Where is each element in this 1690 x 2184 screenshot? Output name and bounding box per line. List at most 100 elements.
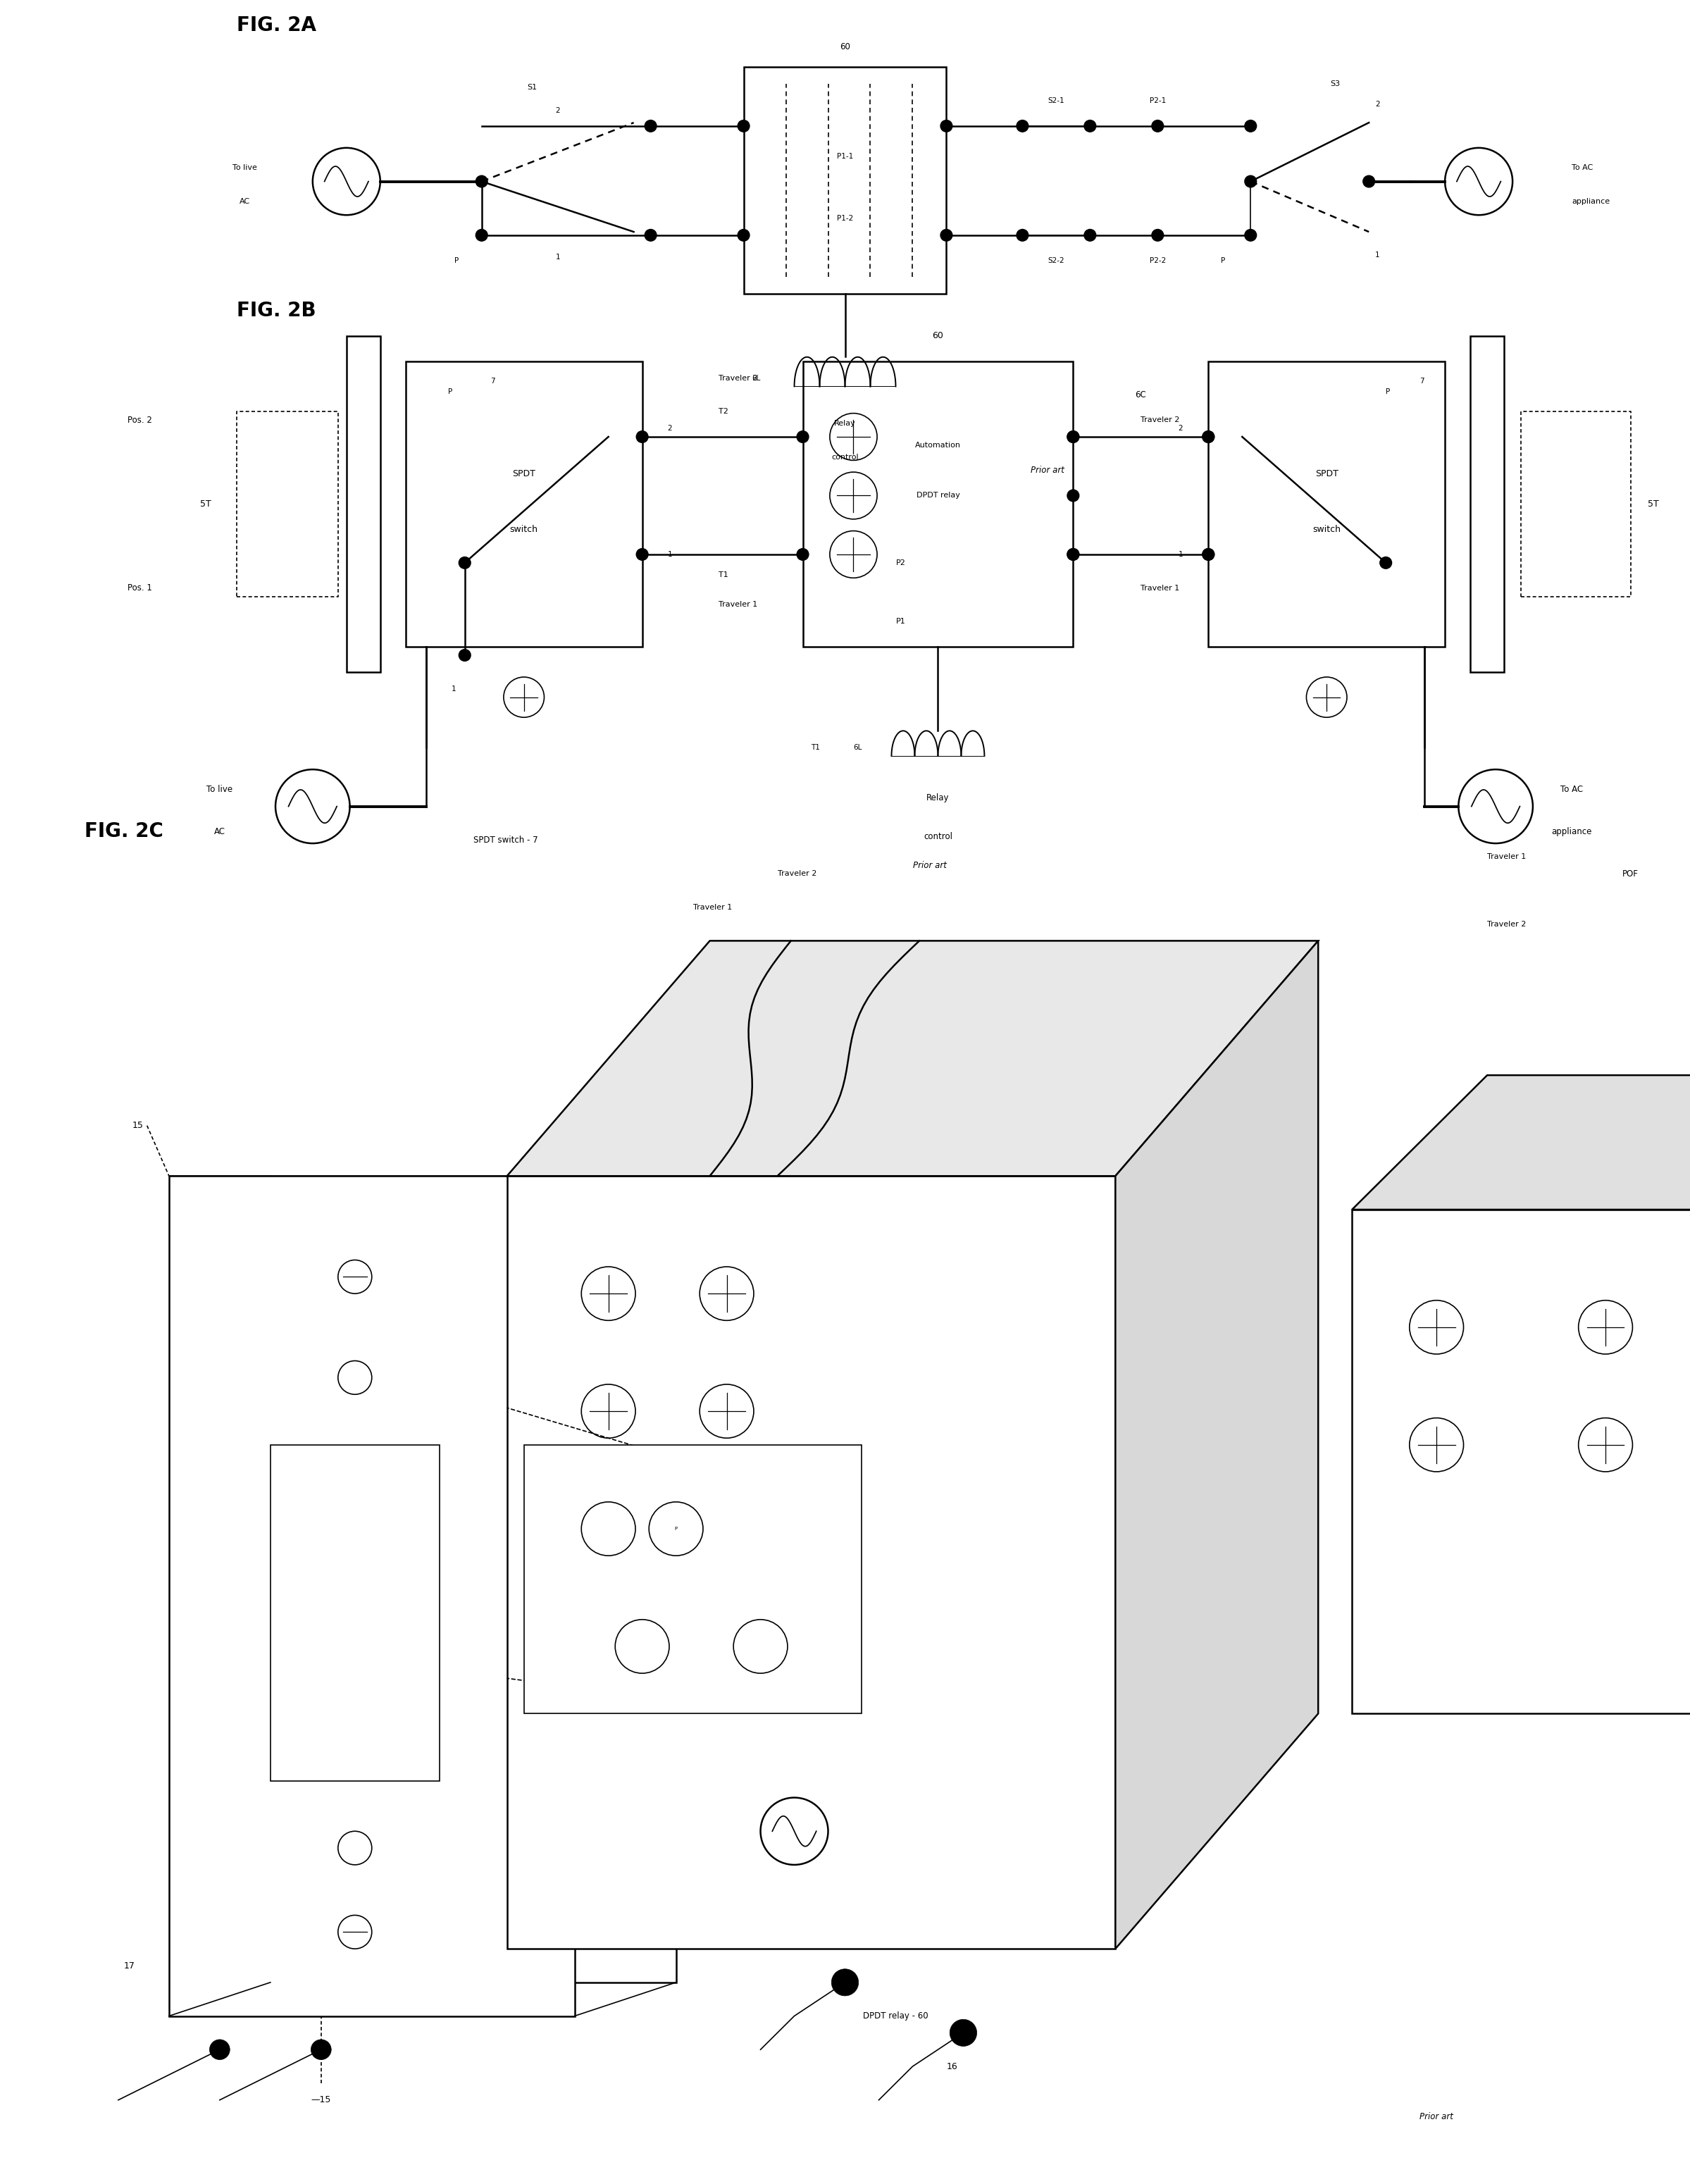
- Circle shape: [1068, 430, 1080, 443]
- Bar: [803, 360, 1073, 646]
- Circle shape: [940, 229, 953, 240]
- Circle shape: [831, 1970, 859, 1996]
- Text: T2: T2: [693, 1223, 701, 1230]
- Text: To AC: To AC: [1560, 784, 1584, 795]
- Text: To AC: To AC: [1572, 164, 1594, 173]
- Text: T2: T2: [1555, 1256, 1563, 1265]
- Text: 2: 2: [668, 426, 673, 432]
- Circle shape: [1085, 120, 1097, 131]
- Text: Traveler 2: Traveler 2: [718, 373, 757, 382]
- Text: 1: 1: [1376, 251, 1379, 260]
- Text: appliance: appliance: [1572, 199, 1611, 205]
- Text: Traveler 1: Traveler 1: [1487, 854, 1526, 860]
- Text: 5T: 5T: [1648, 500, 1660, 509]
- Bar: [406, 360, 642, 646]
- Circle shape: [1203, 548, 1213, 561]
- Bar: [1208, 360, 1445, 646]
- Polygon shape: [507, 941, 1318, 1175]
- Circle shape: [1244, 229, 1257, 240]
- Text: Traveler 2: Traveler 2: [777, 869, 816, 878]
- Text: T2: T2: [718, 408, 728, 415]
- Text: DPDT relay: DPDT relay: [916, 491, 960, 500]
- Circle shape: [940, 120, 953, 131]
- Text: 5T: 5T: [199, 500, 211, 509]
- Text: P2-1: P2-1: [1149, 98, 1166, 105]
- Text: P1-2: P1-2: [837, 214, 853, 223]
- Text: Relay: Relay: [835, 419, 855, 426]
- Text: T1: T1: [811, 745, 820, 751]
- Text: Traveler 2: Traveler 2: [1141, 417, 1180, 424]
- Text: Pos. 1: Pos. 1: [127, 583, 152, 592]
- Text: P: P: [448, 389, 453, 395]
- Text: switch: switch: [1313, 524, 1340, 533]
- Text: To live: To live: [206, 784, 233, 795]
- Text: T1: T1: [718, 570, 728, 579]
- Circle shape: [477, 175, 487, 188]
- Text: AC: AC: [240, 199, 250, 205]
- Text: S3: S3: [1330, 81, 1340, 87]
- Text: S2-2: S2-2: [1048, 258, 1065, 264]
- Text: T1: T1: [1403, 1256, 1411, 1265]
- Circle shape: [1085, 229, 1097, 240]
- Text: To live: To live: [233, 164, 257, 173]
- Circle shape: [1379, 557, 1393, 568]
- Text: 34: 34: [625, 1728, 635, 1734]
- Text: 60: 60: [933, 332, 943, 341]
- Text: Traveler 1: Traveler 1: [718, 601, 757, 609]
- Text: 2: 2: [556, 107, 559, 114]
- Text: 16: 16: [946, 2062, 958, 2070]
- Text: POF: POF: [1622, 869, 1639, 878]
- Text: SPDT switch - 7: SPDT switch - 7: [473, 836, 537, 845]
- Text: 1: 1: [1178, 550, 1183, 557]
- Circle shape: [739, 120, 750, 131]
- Text: SPDT: SPDT: [1315, 470, 1338, 478]
- Text: 2: 2: [1178, 426, 1183, 432]
- Bar: [270, 1446, 439, 1780]
- Text: switch: switch: [510, 524, 537, 533]
- Polygon shape: [1352, 1075, 1690, 1210]
- Text: FIG. 2A: FIG. 2A: [237, 15, 316, 35]
- Circle shape: [1244, 120, 1257, 131]
- Text: DPDT relay - 60: DPDT relay - 60: [864, 2011, 928, 2020]
- Text: P2: P2: [896, 559, 906, 566]
- Circle shape: [460, 557, 470, 568]
- Circle shape: [1244, 175, 1257, 188]
- Text: S2-1: S2-1: [1048, 98, 1065, 105]
- Text: FIG. 2B: FIG. 2B: [237, 301, 316, 321]
- Bar: [1352, 1210, 1690, 1714]
- Circle shape: [1203, 430, 1213, 443]
- Text: Pos. 2: Pos. 2: [127, 415, 152, 424]
- Text: 6C: 6C: [1136, 391, 1146, 400]
- Text: P: P: [674, 1527, 678, 1531]
- Bar: [524, 1446, 862, 1714]
- Text: Automation: Automation: [914, 441, 962, 448]
- Circle shape: [796, 430, 810, 443]
- Circle shape: [646, 229, 656, 240]
- Text: 1: 1: [451, 686, 456, 692]
- Text: P: P: [592, 1341, 597, 1348]
- Circle shape: [637, 430, 649, 443]
- Circle shape: [1068, 430, 1080, 443]
- Text: P: P: [1386, 389, 1391, 395]
- Circle shape: [646, 120, 656, 131]
- Circle shape: [1017, 229, 1029, 240]
- Circle shape: [739, 229, 750, 240]
- Text: —15: —15: [311, 2094, 331, 2105]
- Text: Traveler 2: Traveler 2: [1487, 919, 1526, 928]
- Text: P1-1: P1-1: [837, 153, 853, 159]
- Circle shape: [637, 548, 649, 561]
- Text: AC: AC: [625, 1852, 635, 1861]
- Bar: [507, 1175, 1115, 1948]
- Text: P: P: [1220, 258, 1225, 264]
- Text: 17: 17: [123, 1961, 135, 1970]
- Text: Relay: Relay: [926, 793, 950, 802]
- Text: To live: To live: [625, 1802, 649, 1811]
- Text: P: P: [455, 258, 458, 264]
- Circle shape: [950, 2020, 977, 2046]
- Text: 60: 60: [840, 41, 850, 52]
- Text: Traveler 1: Traveler 1: [1141, 585, 1180, 592]
- Circle shape: [1068, 489, 1080, 502]
- Circle shape: [796, 548, 810, 561]
- Text: 1: 1: [668, 550, 673, 557]
- Circle shape: [1068, 548, 1080, 561]
